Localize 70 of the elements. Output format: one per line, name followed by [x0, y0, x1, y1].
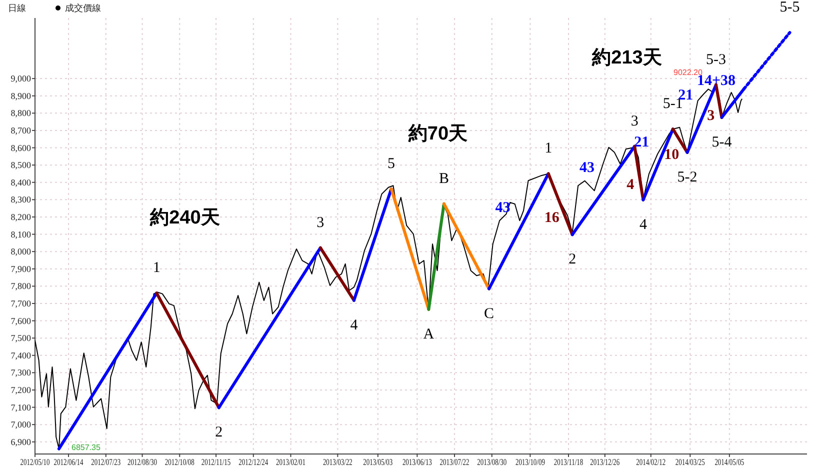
annotation: A — [423, 326, 434, 342]
annotation: 約240天 — [149, 208, 220, 229]
x-tick-label: 2013/06/13 — [402, 456, 432, 468]
y-tick-label: 7,300 — [10, 368, 32, 378]
x-tick-label: 2012/08/30 — [128, 456, 158, 468]
x-tick-label: 2012/07/23 — [91, 456, 121, 468]
annotation: 5-5 — [780, 0, 800, 16]
annotation: 21 — [634, 134, 650, 151]
x-tick-label: 2013/08/30 — [477, 456, 507, 468]
y-tick-label: 7,900 — [10, 264, 32, 274]
annotation: 3 — [707, 108, 715, 124]
x-tick-label: 2013/10/09 — [515, 456, 545, 468]
annotation: 5-2 — [677, 169, 698, 186]
y-tick-label: 9,000 — [10, 74, 32, 84]
y-tick-label: 8,000 — [10, 246, 32, 257]
y-tick-label: 7,100 — [10, 402, 32, 412]
x-tick-label: 2013/03/22 — [322, 456, 352, 468]
annotation: 4 — [639, 216, 648, 233]
y-tick-label: 7,700 — [10, 298, 32, 308]
y-tick-label: 8,200 — [10, 212, 32, 222]
annotation: 3 — [316, 214, 324, 231]
y-tick-label: 8,600 — [10, 142, 32, 153]
y-tick-label: 8,300 — [10, 194, 32, 205]
annotation: 2 — [215, 424, 223, 441]
annotation: 16 — [544, 210, 560, 226]
x-tick-label: 2012/06/14 — [54, 456, 84, 468]
y-tick-label: 7,600 — [10, 316, 32, 326]
x-tick-label: 2014/03/25 — [675, 456, 705, 468]
x-tick-label: 2013/05/03 — [363, 456, 393, 468]
y-tick-label: 8,800 — [10, 108, 32, 118]
y-tick-label: 8,500 — [10, 160, 32, 170]
annotation: 約70天 — [407, 124, 468, 145]
annotation: 1 — [152, 260, 160, 276]
annotation: 4 — [350, 317, 358, 334]
y-tick-label: 8,100 — [10, 229, 32, 240]
annotation: 6857.35 — [72, 442, 102, 452]
annotation: 5-3 — [706, 52, 726, 68]
annotation: 10 — [664, 146, 680, 163]
annotation: 9022.20 — [674, 68, 704, 77]
y-tick-label: 7,500 — [10, 333, 32, 344]
annotation: 1 — [544, 140, 552, 157]
annotation: 5-4 — [712, 134, 732, 150]
annotation: 2 — [568, 252, 576, 268]
annotation: C — [484, 306, 494, 322]
legend-label: 成交價線 — [65, 3, 101, 13]
annotation: 3 — [630, 113, 638, 130]
y-tick-label: 6,900 — [10, 436, 32, 447]
annotation: B — [438, 170, 449, 187]
x-tick-label: 2013/11/18 — [554, 456, 584, 468]
annotation: 43 — [579, 160, 594, 176]
y-tick-label: 7,000 — [10, 420, 32, 430]
y-tick-label: 7,800 — [10, 281, 32, 292]
x-tick-label: 2013/07/22 — [440, 456, 470, 468]
x-tick-label: 2012/05/10 — [20, 456, 50, 468]
y-tick-label: 8,900 — [10, 90, 32, 101]
x-tick-label: 2014/05/05 — [714, 456, 744, 468]
y-tick-label: 7,400 — [10, 350, 32, 360]
x-tick-label: 2014/02/12 — [636, 456, 666, 468]
x-tick-label: 2013/02/01 — [276, 456, 306, 468]
y-tick-label: 8,400 — [10, 177, 32, 188]
x-tick-label: 2013/12/26 — [590, 456, 620, 468]
chart-title: 日線 — [8, 3, 26, 13]
annotation: 4 — [626, 177, 635, 194]
x-tick-label: 2012/12/24 — [238, 456, 268, 468]
annotation: 5 — [388, 156, 396, 172]
y-tick-label: 8,700 — [10, 125, 32, 136]
annotation: 約213天 — [591, 48, 662, 69]
x-tick-label: 2012/10/08 — [164, 456, 194, 468]
x-tick-label: 2012/11/15 — [201, 456, 231, 468]
y-tick-label: 7,200 — [10, 384, 32, 395]
